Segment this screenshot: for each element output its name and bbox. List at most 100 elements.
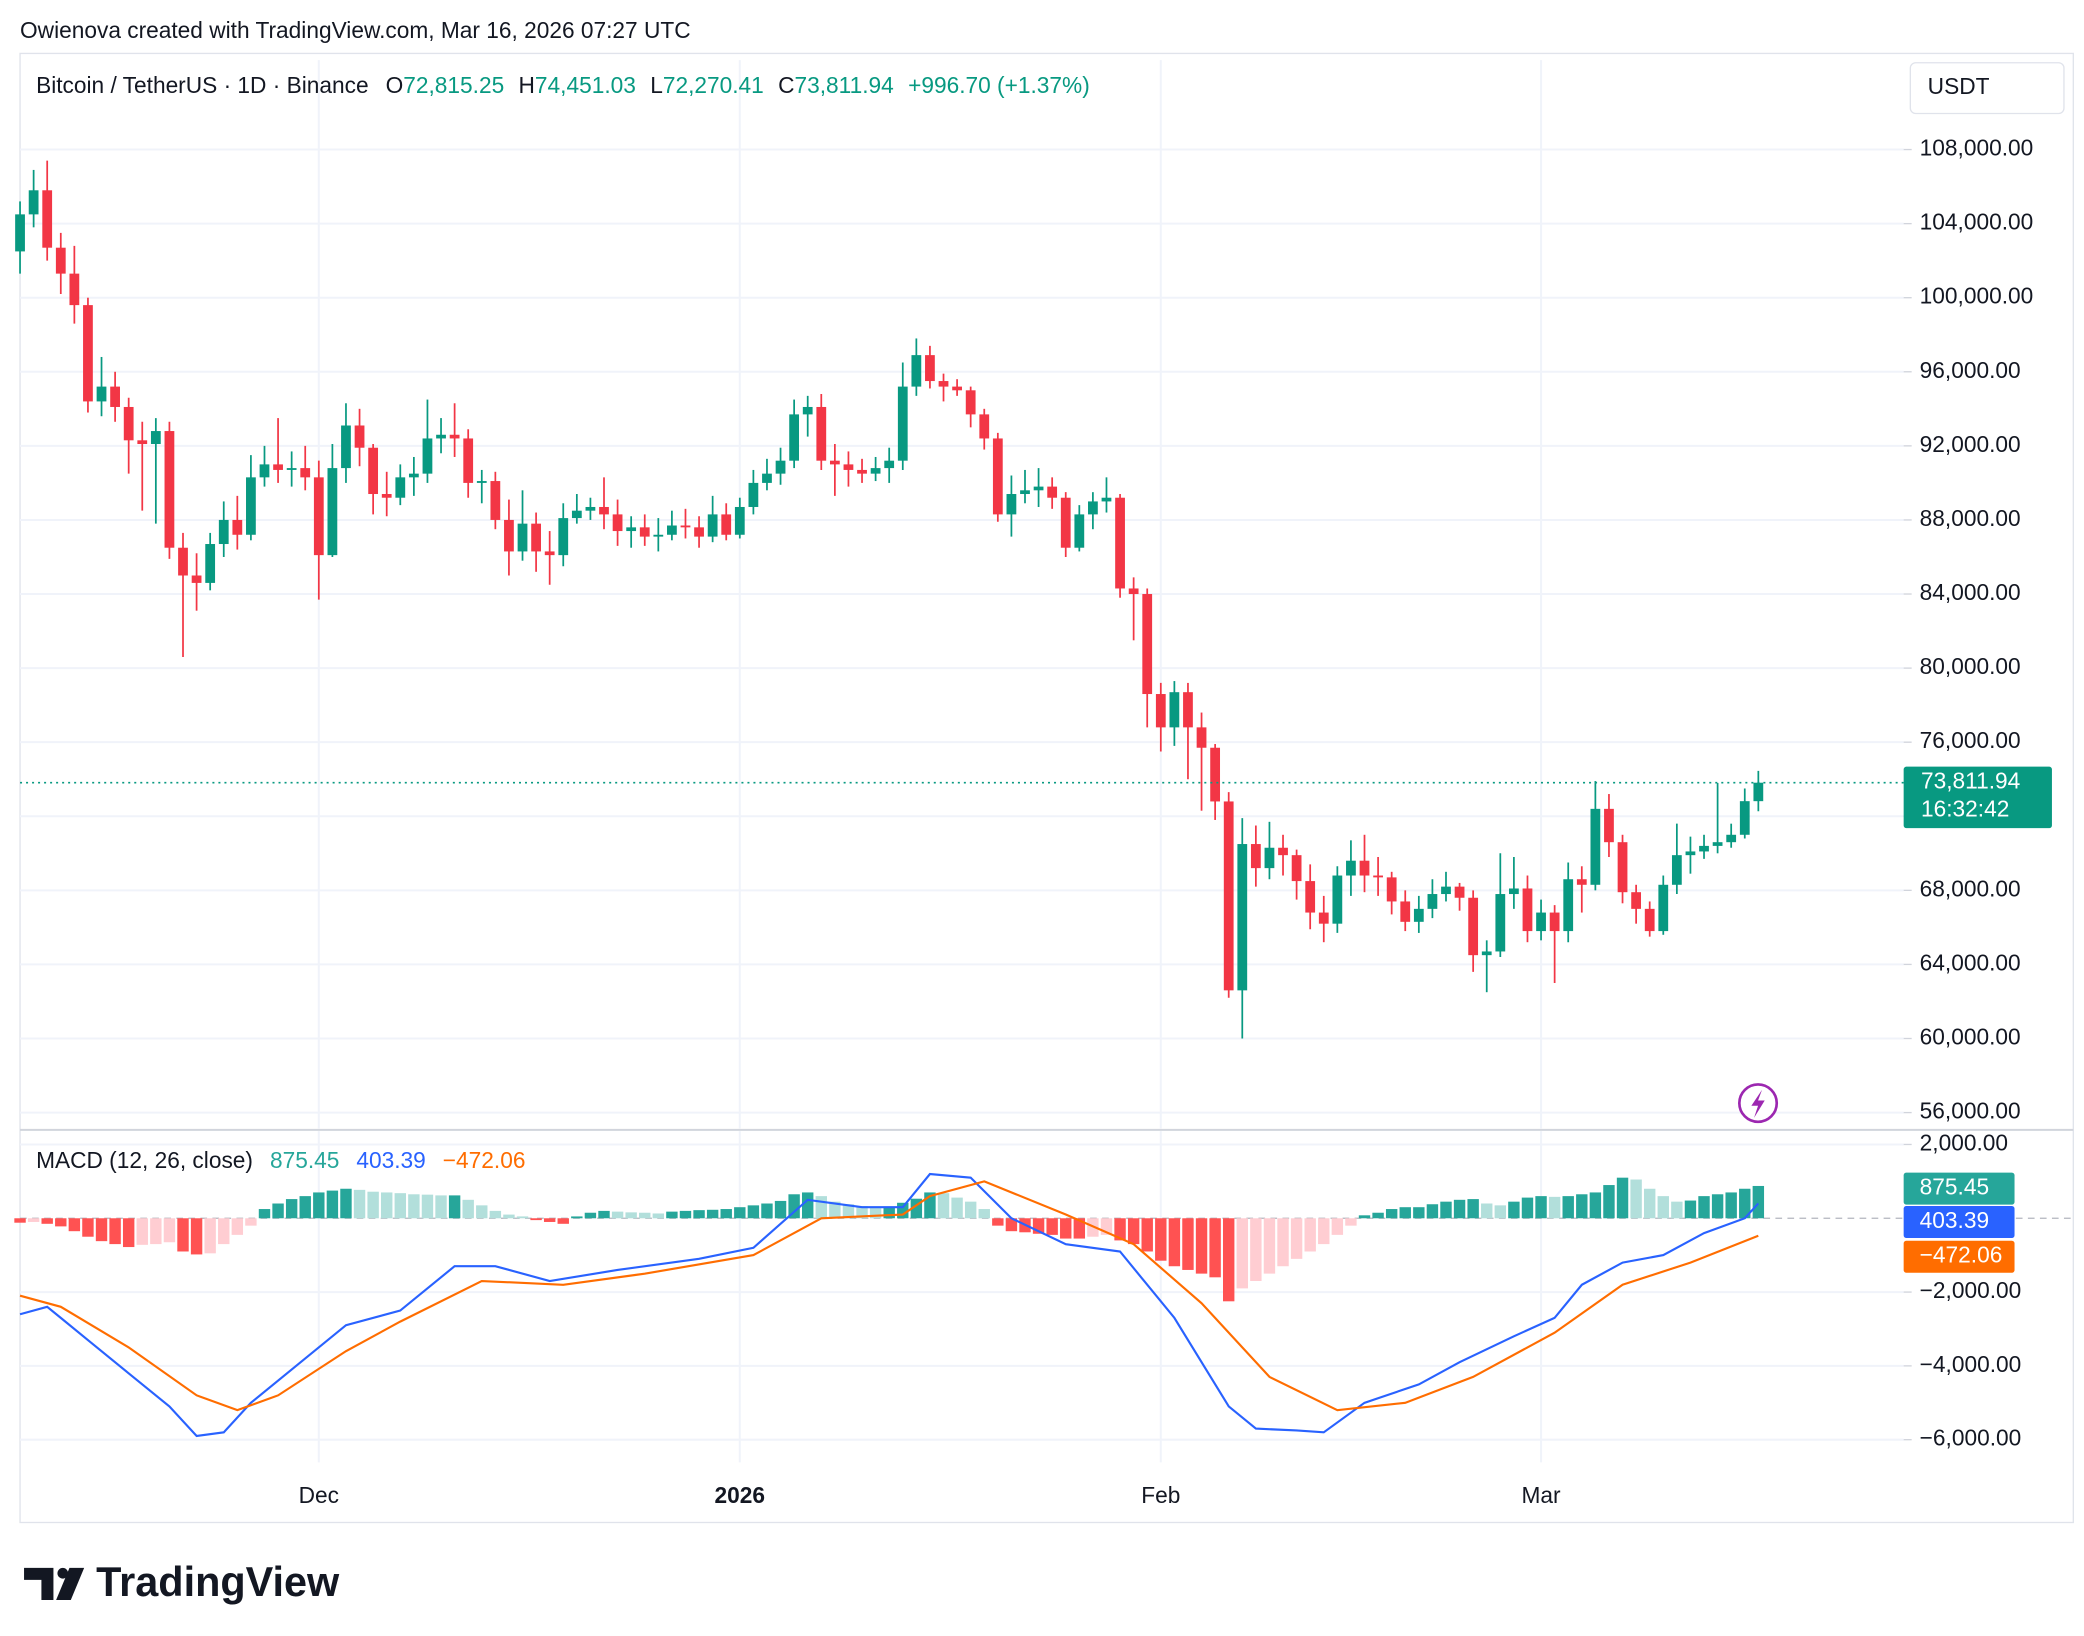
histogram-bar bbox=[1073, 1218, 1086, 1239]
logo-mark bbox=[56, 1567, 85, 1600]
candle-body bbox=[653, 534, 664, 537]
alert-icon[interactable] bbox=[1738, 1083, 1779, 1124]
marks bbox=[14, 160, 2074, 1438]
value-box-label: −472.06 bbox=[1920, 1242, 2003, 1268]
value-box bbox=[1903, 1172, 2015, 1205]
candle-body bbox=[857, 469, 867, 474]
candle-body bbox=[558, 518, 569, 556]
histogram-bar bbox=[992, 1218, 1004, 1226]
candle-body bbox=[1441, 886, 1451, 895]
macd-value: 403.39 bbox=[356, 1147, 425, 1173]
histogram-bar bbox=[1114, 1218, 1126, 1241]
candle-body bbox=[1332, 875, 1343, 924]
candle-body bbox=[1060, 497, 1071, 548]
candle-body bbox=[96, 386, 107, 402]
candle-body bbox=[1373, 875, 1383, 878]
histogram-bar bbox=[285, 1199, 298, 1219]
histogram-bar bbox=[136, 1218, 148, 1245]
candle-body bbox=[1115, 497, 1125, 589]
ohlc-value: 73,811.94 bbox=[795, 72, 894, 98]
histogram-bar bbox=[571, 1216, 583, 1219]
candle-body bbox=[259, 464, 270, 478]
x-tick-label: Dec bbox=[299, 1482, 339, 1508]
candle-body bbox=[1454, 886, 1465, 898]
candle-body bbox=[965, 390, 976, 415]
candle-body bbox=[381, 494, 392, 498]
histogram-bar bbox=[1657, 1196, 1669, 1219]
logo-mark bbox=[57, 1567, 69, 1579]
attribution: Owienova created with TradingView.com, M… bbox=[20, 17, 691, 43]
histogram-bar bbox=[802, 1192, 814, 1219]
histogram-bar bbox=[1222, 1218, 1235, 1302]
histogram-bar bbox=[177, 1218, 189, 1252]
histogram-bar bbox=[82, 1218, 94, 1237]
symbol-title: Bitcoin / TetherUS · 1D · Binance bbox=[36, 72, 369, 98]
y-tick-label: 2,000.00 bbox=[1920, 1129, 2008, 1155]
histogram-bar bbox=[394, 1193, 406, 1219]
candle-body bbox=[15, 214, 25, 252]
histogram-bar bbox=[1576, 1194, 1588, 1219]
candle-body bbox=[544, 551, 555, 556]
candle-body bbox=[1753, 782, 1764, 802]
candle-body bbox=[123, 406, 134, 441]
histogram-bar bbox=[353, 1189, 366, 1219]
candle-body bbox=[150, 431, 161, 445]
histogram-bar bbox=[1589, 1192, 1602, 1219]
candle-body bbox=[137, 440, 148, 445]
brand: TradingView bbox=[96, 1559, 340, 1605]
histogram-bar bbox=[1725, 1192, 1737, 1219]
candle-body bbox=[1183, 692, 1193, 728]
alert-bolt[interactable] bbox=[1751, 1089, 1765, 1118]
histogram-bar bbox=[1399, 1207, 1411, 1219]
histogram-bar bbox=[1481, 1203, 1493, 1219]
histogram-bar bbox=[55, 1218, 67, 1227]
candle-body bbox=[327, 468, 338, 556]
histogram-bar bbox=[856, 1206, 868, 1219]
histogram-bar bbox=[1508, 1201, 1520, 1219]
candle-body bbox=[83, 305, 93, 402]
candle-body bbox=[354, 425, 365, 448]
histogram-bar bbox=[1616, 1177, 1629, 1219]
signal-value: −472.06 bbox=[443, 1147, 526, 1173]
histogram-bar bbox=[1168, 1218, 1181, 1267]
histogram-bar bbox=[937, 1193, 950, 1219]
candle-body bbox=[1305, 881, 1316, 913]
histogram-bar bbox=[367, 1191, 379, 1219]
histogram-bar bbox=[435, 1195, 447, 1219]
x-tick-label: 2026 bbox=[715, 1482, 765, 1508]
candle-body bbox=[1196, 727, 1207, 748]
histogram-bar bbox=[231, 1218, 244, 1235]
histogram-bar bbox=[1630, 1179, 1642, 1219]
candle-body bbox=[1169, 692, 1180, 728]
y-tick-label: −4,000.00 bbox=[1920, 1351, 2022, 1377]
histogram-bar bbox=[543, 1218, 556, 1222]
currency-button[interactable] bbox=[1909, 62, 2065, 115]
candle-body bbox=[667, 525, 677, 535]
histogram-bar bbox=[1277, 1218, 1289, 1267]
candle-body bbox=[884, 460, 895, 469]
histogram-bar bbox=[1711, 1194, 1724, 1219]
candle-body bbox=[1155, 694, 1166, 728]
candle-body bbox=[1386, 877, 1397, 902]
candle-body bbox=[1237, 844, 1248, 991]
logo-mark bbox=[24, 1567, 54, 1600]
y-tick-label: 60,000.00 bbox=[1920, 1024, 2021, 1050]
histogram-bar bbox=[1698, 1196, 1710, 1219]
histogram-bar bbox=[842, 1204, 855, 1219]
candle-body bbox=[870, 468, 881, 474]
last-price-box bbox=[1903, 766, 2052, 829]
currency[interactable]: USDT bbox=[1928, 73, 1990, 99]
histogram-bar bbox=[1385, 1209, 1398, 1219]
histogram-bar bbox=[1263, 1218, 1276, 1274]
candle-body bbox=[1576, 879, 1587, 885]
y-tick-label: 96,000.00 bbox=[1920, 357, 2021, 383]
candle-body bbox=[1278, 847, 1288, 856]
histogram-bar bbox=[489, 1210, 502, 1219]
candle-body bbox=[1604, 808, 1614, 843]
candle-body bbox=[1250, 844, 1261, 869]
candle-body bbox=[734, 506, 745, 535]
y-tick-label: 88,000.00 bbox=[1920, 505, 2021, 531]
histogram-bar bbox=[1372, 1212, 1384, 1219]
histogram-bar bbox=[1290, 1218, 1303, 1259]
